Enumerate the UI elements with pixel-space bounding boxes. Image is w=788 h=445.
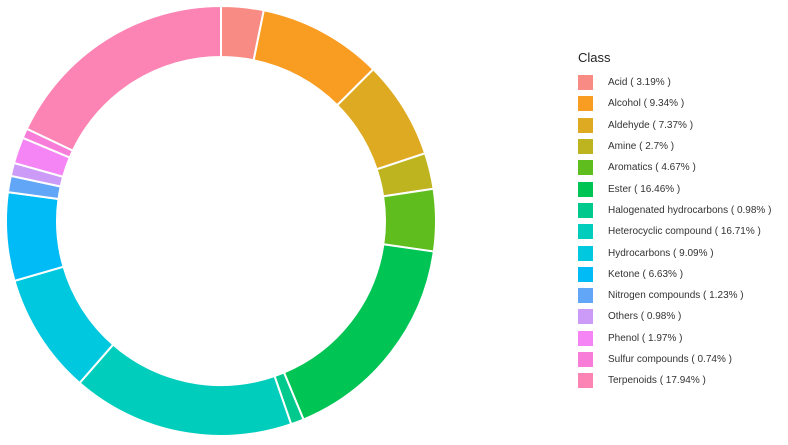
legend-swatch — [578, 160, 593, 176]
legend-item: Ketone ( 6.63% ) — [578, 264, 771, 285]
legend-item: Nitrogen compounds ( 1.23% ) — [578, 285, 771, 306]
legend-item: Hydrocarbons ( 9.09% ) — [578, 242, 771, 263]
legend: Class Acid ( 3.19% ) Alcohol ( 9.34% ) Ald… — [578, 50, 771, 391]
legend-item: Others ( 0.98% ) — [578, 306, 771, 327]
legend-swatch — [578, 96, 593, 112]
legend-item: Sulfur compounds ( 0.74% ) — [578, 349, 771, 370]
slice-ketone — [5, 191, 65, 283]
legend-label: Alcohol ( 9.34% ) — [608, 98, 685, 110]
legend-item: Amine ( 2.7% ) — [578, 136, 771, 157]
legend-swatch — [578, 373, 593, 389]
legend-item: Aromatics ( 4.67% ) — [578, 157, 771, 178]
donut-chart — [5, 4, 437, 437]
legend-swatch — [578, 352, 593, 367]
legend-item: Halogenated hydrocarbons ( 0.98% ) — [578, 200, 771, 221]
legend-label: Heterocyclic compound ( 16.71% ) — [608, 226, 761, 238]
legend-label: Phenol ( 1.97% ) — [608, 332, 683, 344]
legend-swatch — [578, 330, 593, 346]
legend-label: Ester ( 16.46% ) — [608, 183, 681, 195]
legend-swatch — [578, 117, 593, 133]
slice-ester — [282, 243, 435, 421]
legend-item: Ester ( 16.46% ) — [578, 178, 771, 199]
slice-terpenoids — [25, 4, 222, 152]
slice-aromatics — [382, 187, 437, 253]
legend-label: Aldehyde ( 7.37% ) — [608, 119, 694, 131]
legend-swatch — [578, 309, 593, 325]
legend-label: Amine ( 2.7% ) — [608, 141, 675, 153]
legend-swatch — [578, 288, 593, 304]
legend-swatch — [578, 75, 593, 91]
legend-label: Hydrocarbons ( 9.09% ) — [608, 247, 714, 259]
legend-label: Aromatics ( 4.67% ) — [608, 162, 696, 174]
legend-swatch — [578, 245, 593, 261]
legend-item: Alcohol ( 9.34% ) — [578, 93, 771, 114]
legend-label: Halogenated hydrocarbons ( 0.98% ) — [608, 204, 772, 216]
legend-label: Sulfur compounds ( 0.74% ) — [608, 354, 732, 365]
legend-swatch — [578, 181, 593, 197]
legend-item: Terpenoids ( 17.94% ) — [578, 370, 771, 391]
legend-label: Terpenoids ( 17.94% ) — [608, 375, 706, 387]
legend-item: Acid ( 3.19% ) — [578, 72, 771, 93]
legend-swatch — [578, 202, 593, 218]
legend-swatch — [578, 139, 593, 155]
legend-swatch — [578, 266, 593, 282]
legend-label: Nitrogen compounds ( 1.23% ) — [608, 290, 744, 302]
legend-title: Class — [578, 50, 611, 65]
legend-label: Ketone ( 6.63% ) — [608, 268, 684, 280]
legend-item: Heterocyclic compound ( 16.71% ) — [578, 221, 771, 242]
legend-label: Acid ( 3.19% ) — [608, 77, 671, 89]
legend-item: Phenol ( 1.97% ) — [578, 328, 771, 349]
slice-heterocyclic-compound — [78, 343, 293, 437]
legend-item: Aldehyde ( 7.37% ) — [578, 115, 771, 136]
legend-swatch — [578, 224, 593, 240]
legend-label: Others ( 0.98% ) — [608, 311, 682, 323]
